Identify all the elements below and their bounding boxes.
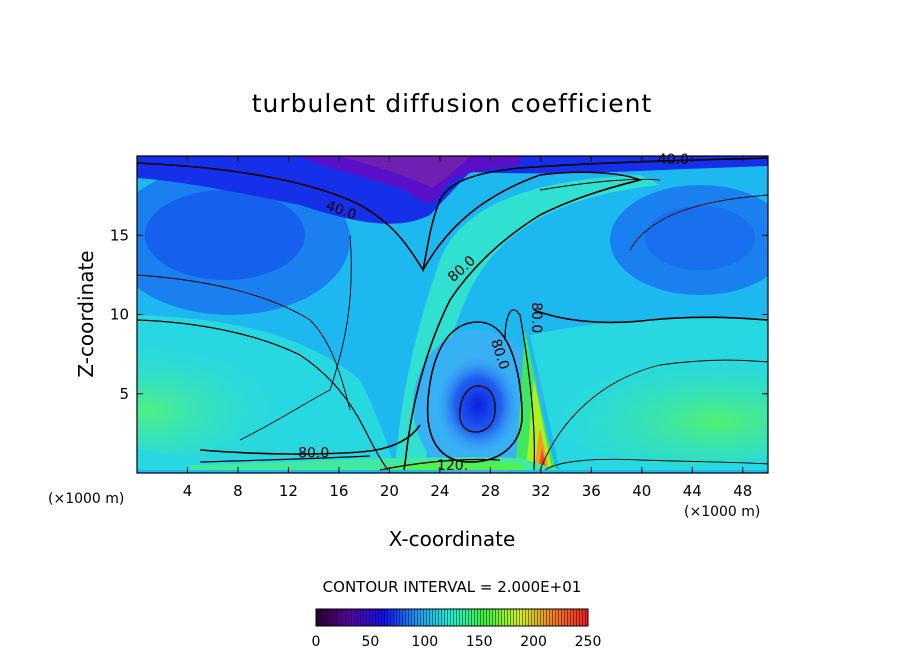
contour-lines [137, 157, 768, 471]
colorbar-tick-label: 150 [466, 634, 493, 650]
y-tick-label: 5 [119, 385, 129, 403]
colorbar-tick-label: 50 [361, 634, 379, 650]
x-tick-label: 16 [329, 482, 348, 500]
x-tick-label: 48 [733, 482, 752, 500]
x-tick-label: 28 [481, 482, 500, 500]
x-tick-label: 40 [632, 482, 651, 500]
colorbar-tick-label: 250 [575, 634, 602, 650]
x-tick-label: 36 [582, 482, 601, 500]
x-tick-label: 12 [279, 482, 298, 500]
contour-label: 40.0 [658, 152, 689, 168]
colorbar [315, 608, 589, 627]
x-tick-label: 24 [430, 482, 449, 500]
colorbar-tick-label: 200 [520, 634, 547, 650]
y-tick-label: 10 [110, 306, 129, 324]
x-tick-label: 20 [380, 482, 399, 500]
contour-label: 80.0 [528, 302, 544, 333]
heatmap-field [137, 156, 768, 473]
chart-title: turbulent diffusion coefficient [252, 89, 653, 118]
contour-interval: CONTOUR INTERVAL = 2.000E+01 [323, 578, 582, 596]
x-unit-right: (×1000 m) [684, 504, 760, 520]
x-tick-label: 44 [683, 482, 702, 500]
y-axis-label: Z-coordinate [74, 250, 98, 377]
colorbar-tick-label: 0 [312, 634, 321, 650]
x-tick-label: 32 [531, 482, 550, 500]
y-tick-label: 15 [110, 226, 129, 244]
colorbar-ticks: 0 50 100 150 200 250 [312, 634, 602, 650]
x-axis-label: X-coordinate [389, 527, 516, 551]
x-axis: 4 8 12 16 20 24 28 32 36 40 44 48 [183, 156, 752, 500]
x-unit-left: (×1000 m) [48, 491, 124, 507]
x-tick-label: 4 [183, 482, 193, 500]
colorbar-tick-label: 100 [411, 634, 438, 650]
contour-label: 120. [437, 458, 468, 474]
contour-label: 80.0 [298, 445, 329, 461]
y-axis: 5 10 15 [110, 226, 768, 403]
x-tick-label: 8 [233, 482, 243, 500]
